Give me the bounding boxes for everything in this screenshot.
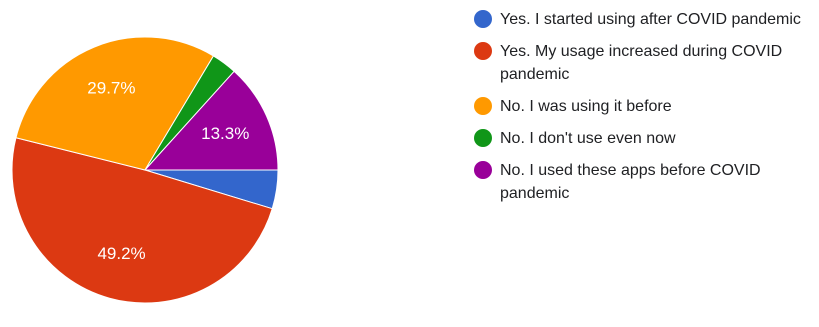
legend-label: No. I don't use even now [500, 130, 676, 147]
legend-swatch-icon [474, 161, 492, 179]
legend-item-dont-use[interactable]: No. I don't use even now [474, 127, 814, 150]
legend: Yes. I started using after COVID pandemi… [474, 8, 814, 214]
legend-label: Yes. My usage increased during COVID pan… [500, 43, 783, 83]
pie-slice-4[interactable] [143, 70, 279, 171]
legend-label: No. I was using it before [500, 98, 672, 115]
pie-slice-2[interactable] [15, 36, 215, 171]
legend-item-used-before-covid[interactable]: No. I used these apps before COVID pande… [474, 159, 814, 205]
legend-label: Yes. I started using after COVID pandemi… [500, 11, 801, 28]
slice-data-label-1: 49.2% [97, 244, 145, 263]
legend-swatch-icon [474, 10, 492, 28]
legend-swatch-icon [474, 42, 492, 60]
legend-label: No. I used these apps before COVID pande… [500, 162, 761, 202]
pie-chart: 49.2% 29.7% 13.3% [11, 36, 279, 304]
legend-item-using-before[interactable]: No. I was using it before [474, 95, 814, 118]
slice-data-label-4: 13.3% [201, 124, 249, 143]
legend-swatch-icon [474, 129, 492, 147]
legend-swatch-icon [474, 97, 492, 115]
slice-data-label-2: 29.7% [87, 78, 135, 97]
legend-item-usage-increased[interactable]: Yes. My usage increased during COVID pan… [474, 40, 814, 86]
pie-slice-1[interactable] [11, 137, 273, 304]
legend-item-started-after-covid[interactable]: Yes. I started using after COVID pandemi… [474, 8, 814, 31]
